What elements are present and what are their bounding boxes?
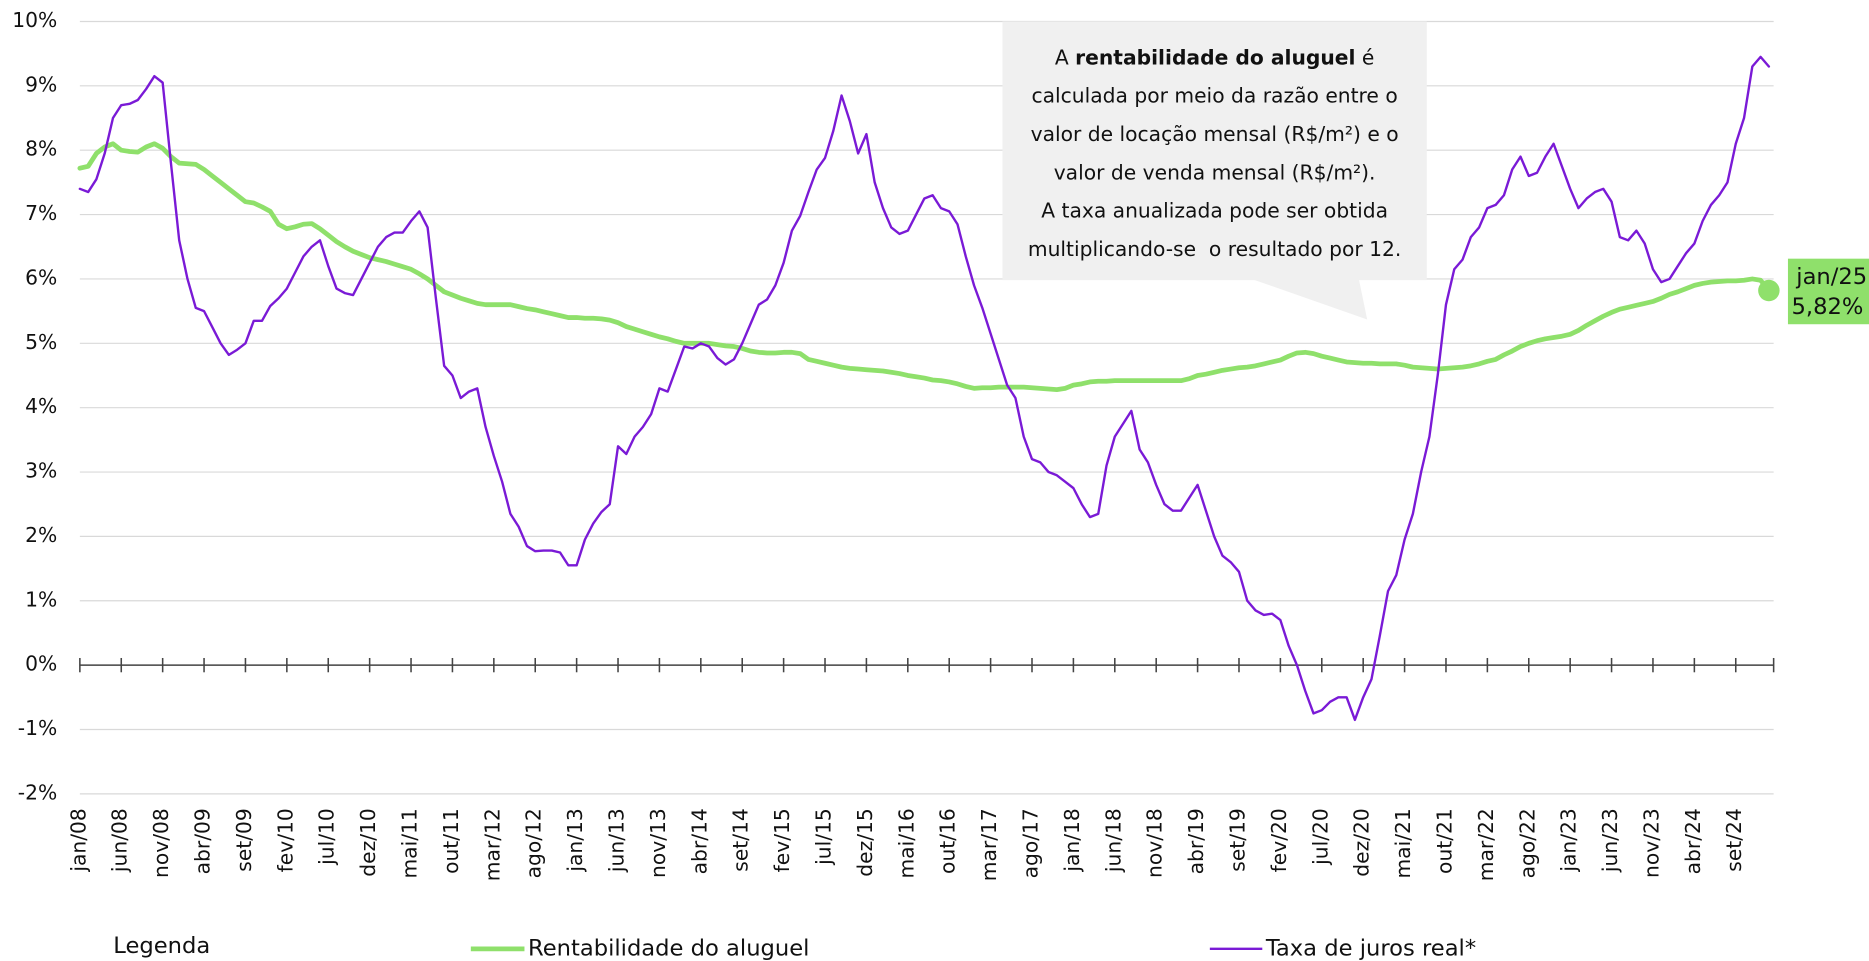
x-tick-label: jan/18 [1060, 808, 1084, 872]
x-tick-label: fev/10 [273, 808, 297, 872]
x-tick-label: set/09 [232, 808, 256, 872]
x-tick-label: mar/22 [1474, 808, 1498, 881]
x-tick-label: nov/23 [1639, 808, 1663, 878]
x-tick-label: abr/09 [191, 808, 215, 874]
legend-label: Rentabilidade do aluguel [528, 935, 809, 961]
note-text: A [1055, 45, 1075, 69]
callout-pointer [1251, 278, 1368, 320]
end-label-category: jan/25 [1795, 264, 1867, 290]
x-tick-label: dez/20 [1350, 808, 1374, 877]
x-tick-label: jan/23 [1557, 808, 1581, 872]
x-tick-label: ago/12 [522, 808, 546, 878]
note-bold: rentabilidade do aluguel [1075, 45, 1355, 69]
x-tick-label: mar/12 [480, 808, 504, 881]
y-tick-label: 4% [25, 394, 57, 418]
x-tick-label: nov/18 [1143, 808, 1167, 878]
y-tick-label: 5% [25, 330, 57, 354]
y-tick-label: 7% [25, 201, 57, 225]
grid-layer: -2% -1% 0% 1% 2% 3% 4% 5% 6% 7% 8% 9% 10% jan/08 jun/0… [12, 8, 1775, 881]
x-tick-label: set/19 [1225, 808, 1249, 872]
x-tick-label: jan/13 [563, 808, 587, 872]
x-tick-label: jul/10 [315, 808, 339, 866]
x-tick-label: ago/22 [1515, 808, 1539, 878]
end-label-box [1787, 258, 1869, 325]
callout-box [1002, 21, 1427, 281]
x-tick-label: set/24 [1722, 808, 1746, 872]
x-tick-label: fev/15 [770, 808, 794, 872]
line-layer [77, 55, 1772, 722]
note-line: A rentabilidade do aluguel é [1055, 45, 1375, 69]
x-tick-label: out/11 [439, 808, 463, 874]
y-tick-label: 3% [25, 459, 57, 483]
x-tick-label: jun/13 [605, 808, 629, 873]
y-tick-label: -1% [18, 716, 57, 740]
y-tick-label: 9% [25, 72, 57, 96]
x-tick-label: dez/15 [853, 808, 877, 877]
y-tick-label: -2% [18, 780, 57, 804]
x-tick-label: ago/17 [1019, 808, 1043, 878]
y-tick-label: 2% [25, 523, 57, 547]
y-tick-label: 1% [25, 587, 57, 611]
x-tick-label: mai/11 [398, 808, 422, 878]
x-tick-label: jul/15 [812, 808, 836, 866]
x-tick-label: jan/08 [66, 808, 90, 872]
series-line [78, 55, 1771, 722]
x-tick-label: nov/08 [149, 808, 173, 878]
series-line [77, 141, 1772, 393]
x-tick-label: fev/20 [1267, 808, 1291, 872]
x-tick-label: mai/21 [1391, 808, 1415, 878]
legend: Legenda Rentabilidade do aluguel Taxa de … [113, 933, 1476, 961]
x-tick-label: jun/18 [1101, 808, 1125, 873]
legend-title: Legenda [113, 933, 210, 959]
x-tick-label: mar/17 [977, 808, 1001, 881]
note-line: calculada por meio da razão entre o [1032, 84, 1398, 108]
x-tick-label: mai/16 [894, 808, 918, 878]
legend-label: Taxa de juros real* [1265, 935, 1476, 961]
end-point [1758, 279, 1780, 302]
x-tick-label: dez/10 [356, 808, 380, 877]
x-tick-label: abr/14 [687, 808, 711, 874]
x-tick-label: nov/13 [646, 808, 670, 878]
note-line: valor de locação mensal (R$/m²) e o [1031, 122, 1399, 146]
x-tick-label: jul/20 [1308, 808, 1332, 866]
y-tick-label: 6% [25, 265, 57, 289]
x-tick-label: out/21 [1432, 808, 1456, 874]
end-label-value: 5,82% [1792, 294, 1864, 320]
callout: A rentabilidade do aluguel é calculada p… [1002, 21, 1427, 320]
y-tick-label: 0% [25, 652, 57, 676]
note-line: multiplicando-se o resultado por 12. [1028, 237, 1401, 261]
x-tick-label: abr/19 [1184, 808, 1208, 874]
y-tick-label: 10% [12, 8, 57, 32]
x-tick-label: abr/24 [1681, 808, 1705, 874]
x-tick-label: jun/08 [108, 808, 132, 873]
note-line: A taxa anualizada pode ser obtida [1041, 199, 1388, 223]
x-tick-label: out/16 [936, 808, 960, 874]
y-tick-label: 8% [25, 137, 57, 161]
note-text: é [1355, 45, 1374, 69]
note-line: valor de venda mensal (R$/m²). [1054, 160, 1376, 184]
x-tick-label: set/14 [729, 808, 753, 872]
x-tick-label: jun/23 [1598, 808, 1622, 873]
